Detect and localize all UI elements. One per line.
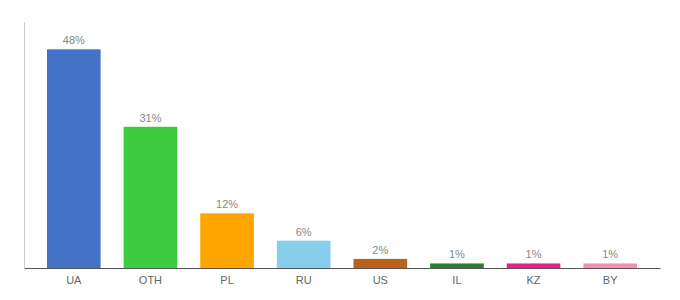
x-tick-label: RU bbox=[296, 274, 312, 286]
x-tick: US bbox=[373, 274, 388, 286]
x-tick-label: IL bbox=[452, 274, 461, 286]
x-tick: RU bbox=[296, 274, 312, 286]
x-tick: UA bbox=[66, 274, 82, 286]
y-axis-line bbox=[24, 23, 25, 269]
data-label: 12% bbox=[216, 198, 238, 210]
data-label: 31% bbox=[139, 112, 161, 124]
data-labels: 48% 31% 12% 6% 2% 1% 1% 1% bbox=[63, 34, 619, 260]
x-tick-label: KZ bbox=[527, 274, 541, 286]
bar bbox=[124, 127, 178, 268]
x-tick-label: US bbox=[373, 274, 388, 286]
bar bbox=[353, 259, 407, 268]
data-label: 48% bbox=[63, 34, 85, 46]
x-tick: OTH bbox=[139, 274, 162, 286]
bar bbox=[200, 213, 254, 268]
x-axis: UA OTH PL RU US IL KZ BY bbox=[25, 269, 661, 286]
data-label: 2% bbox=[372, 244, 388, 256]
x-tick: KZ bbox=[527, 274, 541, 286]
chart-container: UA OTH PL RU US IL KZ BY 48% 31% 12% 6% 2% 1% 1% 1% bbox=[0, 0, 680, 300]
y-axis bbox=[24, 23, 25, 269]
bar bbox=[507, 263, 561, 268]
x-tick-label: PL bbox=[220, 274, 233, 286]
data-label: 1% bbox=[449, 248, 465, 260]
bars bbox=[47, 49, 637, 268]
bar bbox=[47, 49, 101, 268]
plot-area: UA OTH PL RU US IL KZ BY 48% 31% 12% 6% 2% 1% 1% 1% bbox=[25, 23, 661, 286]
x-tick: PL bbox=[220, 274, 233, 286]
bar bbox=[583, 263, 637, 268]
data-label: 1% bbox=[526, 248, 542, 260]
x-tick-label: BY bbox=[603, 274, 618, 286]
x-tick-label: UA bbox=[66, 274, 82, 286]
x-tick-label: OTH bbox=[139, 274, 162, 286]
data-label: 6% bbox=[296, 226, 312, 238]
data-label: 1% bbox=[602, 248, 618, 260]
x-tick: IL bbox=[452, 274, 461, 286]
bar bbox=[277, 241, 331, 268]
x-axis-line bbox=[25, 268, 661, 269]
chart-svg: UA OTH PL RU US IL KZ BY 48% 31% 12% 6% 2% 1% 1% 1% bbox=[0, 0, 680, 300]
x-tick: BY bbox=[603, 274, 618, 286]
bar bbox=[430, 263, 484, 268]
